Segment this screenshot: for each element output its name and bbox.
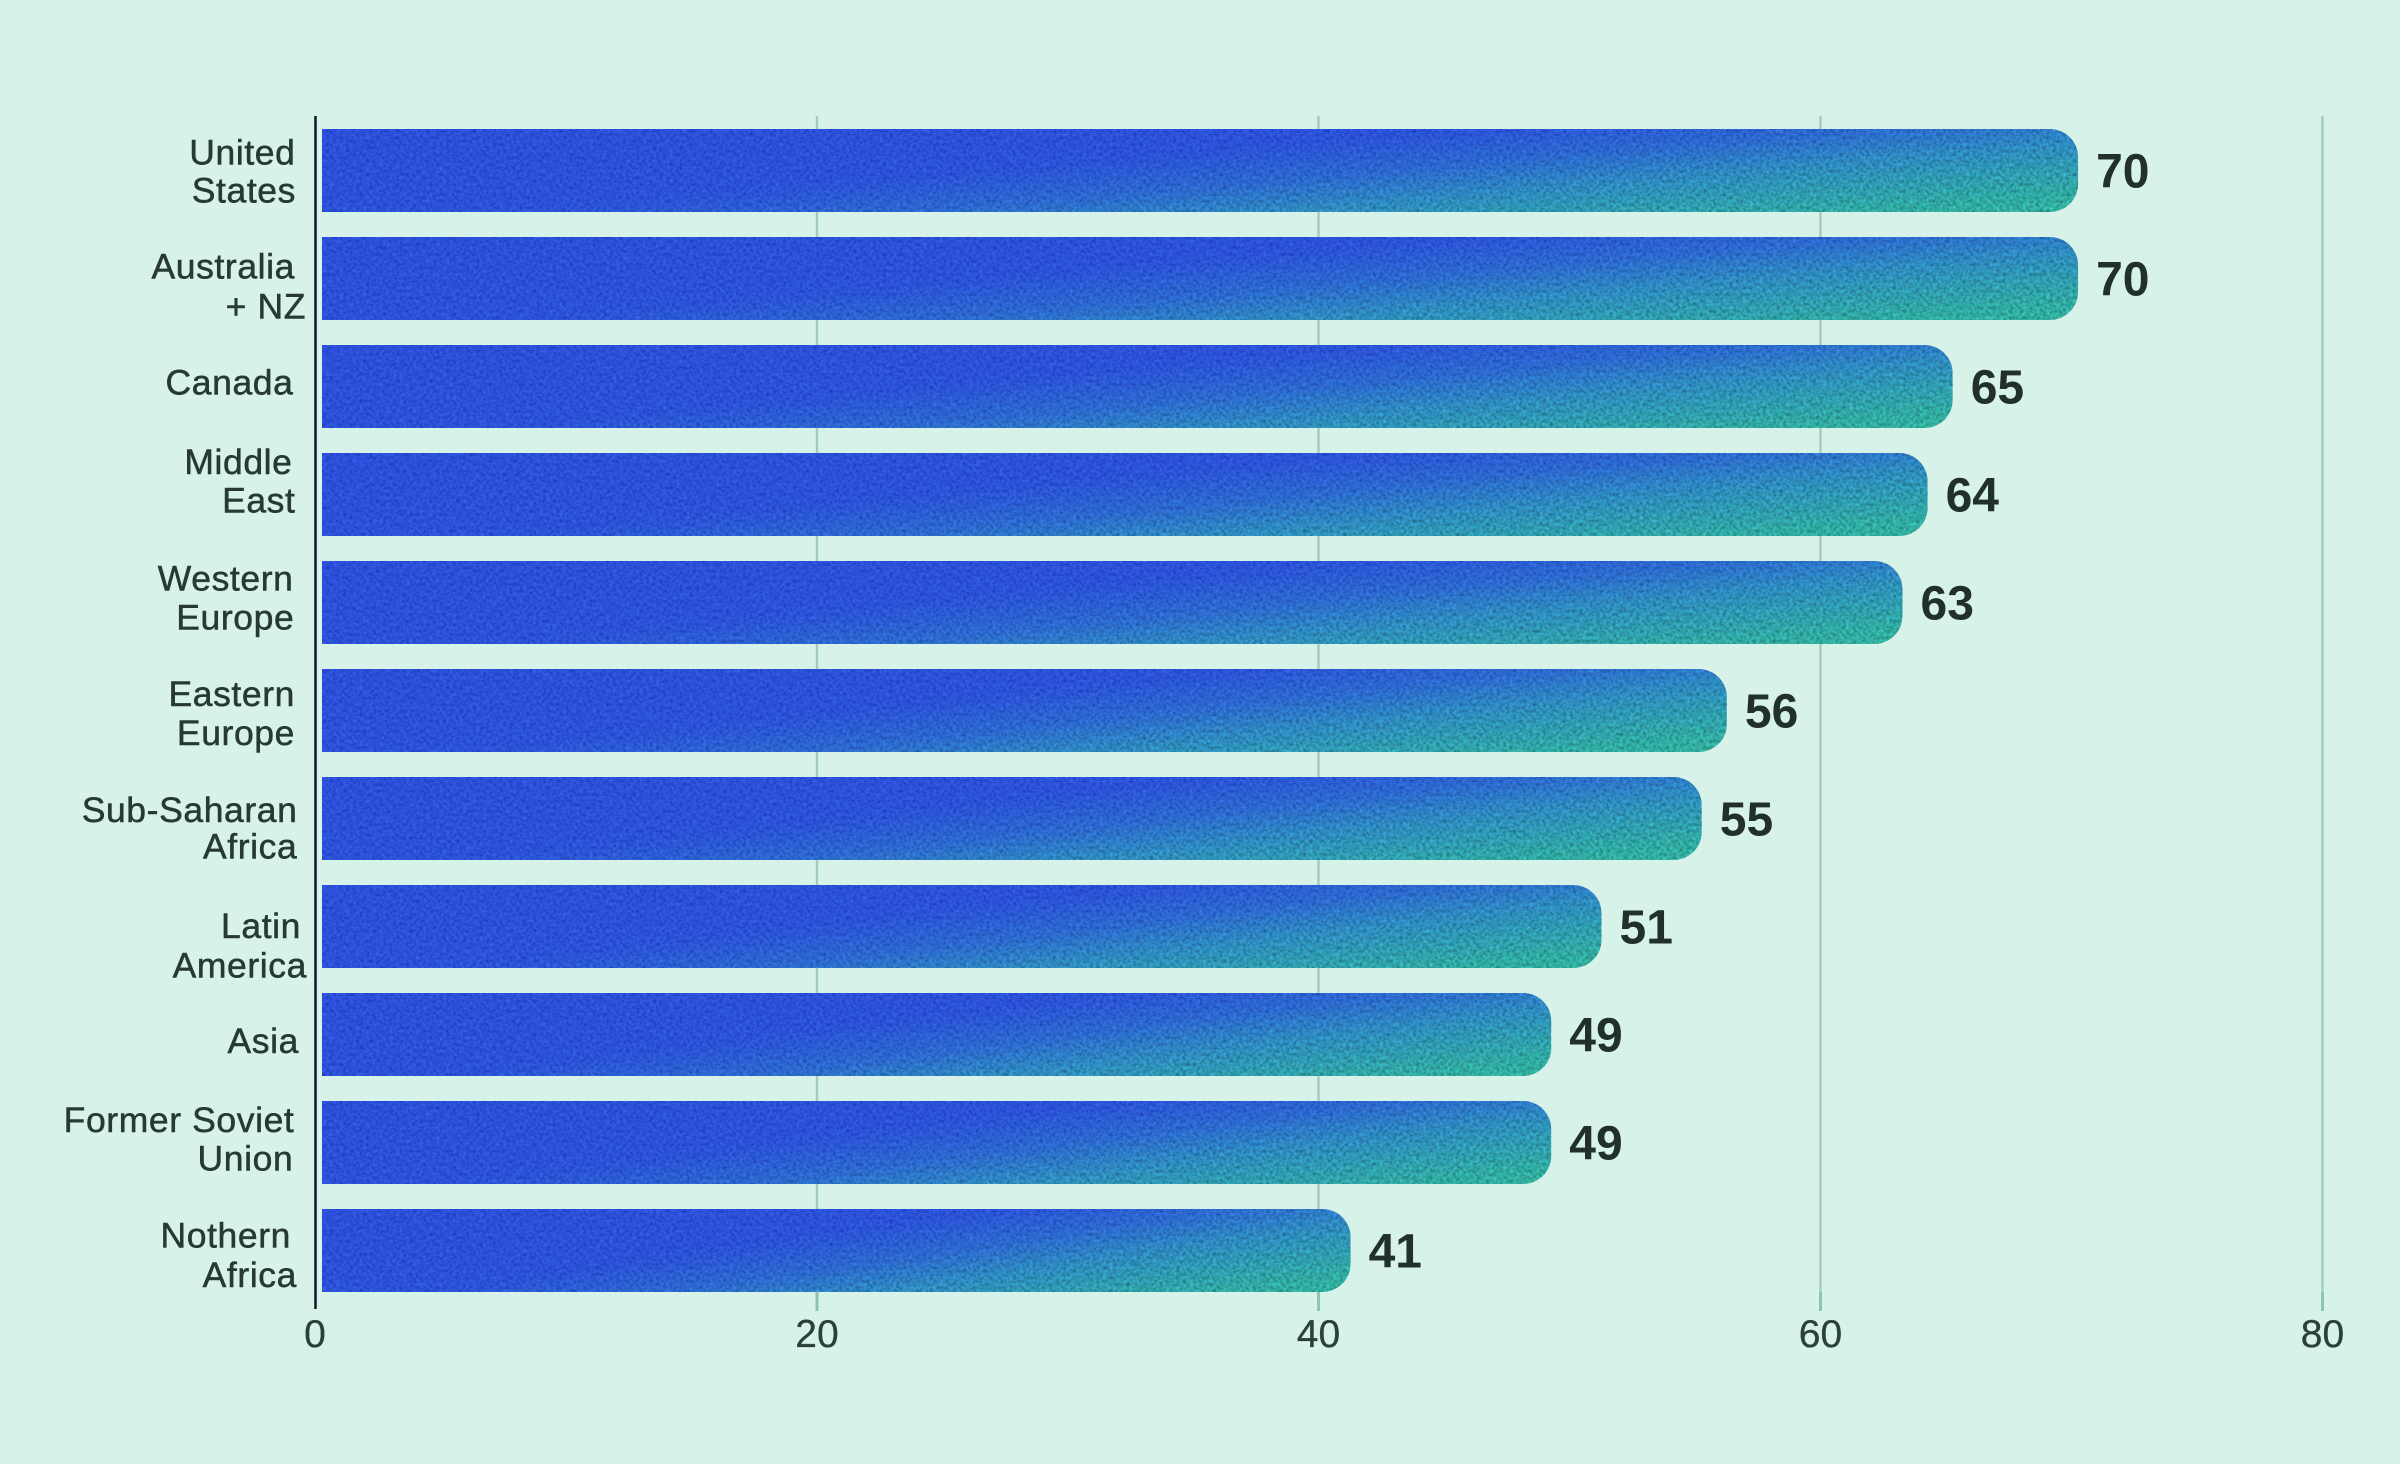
svg-text:51: 51 xyxy=(1620,902,1673,955)
svg-text:55: 55 xyxy=(1720,794,1773,847)
svg-text:56: 56 xyxy=(1745,686,1798,739)
svg-text:Africa: Africa xyxy=(203,826,297,866)
svg-text:Canada: Canada xyxy=(166,362,294,402)
svg-text:East: East xyxy=(222,481,295,521)
svg-text:America: America xyxy=(173,946,307,986)
svg-text:20: 20 xyxy=(795,1313,838,1356)
svg-text:0: 0 xyxy=(304,1313,326,1356)
svg-text:Europe: Europe xyxy=(176,598,294,638)
svg-text:Africa: Africa xyxy=(203,1255,297,1295)
svg-text:United: United xyxy=(189,132,295,172)
svg-text:49: 49 xyxy=(1569,1010,1622,1063)
svg-text:Eastern: Eastern xyxy=(168,674,295,714)
svg-text:49: 49 xyxy=(1569,1118,1622,1171)
svg-text:70: 70 xyxy=(2096,254,2149,307)
svg-text:Sub-Saharan: Sub-Saharan xyxy=(82,790,298,830)
svg-text:80: 80 xyxy=(2301,1313,2344,1356)
svg-text:40: 40 xyxy=(1297,1313,1340,1356)
svg-text:70: 70 xyxy=(2096,146,2149,199)
svg-text:Former Soviet: Former Soviet xyxy=(64,1100,295,1140)
svg-text:Middle: Middle xyxy=(184,442,292,482)
svg-text:41: 41 xyxy=(1369,1226,1422,1279)
svg-text:+ NZ: + NZ xyxy=(226,287,306,327)
svg-text:Australia: Australia xyxy=(151,246,295,286)
svg-text:65: 65 xyxy=(1971,362,2024,415)
svg-text:64: 64 xyxy=(1946,470,2000,523)
svg-text:Union: Union xyxy=(198,1139,294,1179)
svg-text:Nothern: Nothern xyxy=(161,1216,292,1256)
svg-text:60: 60 xyxy=(1799,1313,1842,1356)
svg-text:States: States xyxy=(192,171,296,211)
svg-text:Latin: Latin xyxy=(221,906,301,946)
svg-text:63: 63 xyxy=(1921,578,1974,631)
svg-text:Europe: Europe xyxy=(177,713,295,753)
svg-text:Western: Western xyxy=(158,559,294,599)
svg-text:Asia: Asia xyxy=(228,1021,299,1061)
